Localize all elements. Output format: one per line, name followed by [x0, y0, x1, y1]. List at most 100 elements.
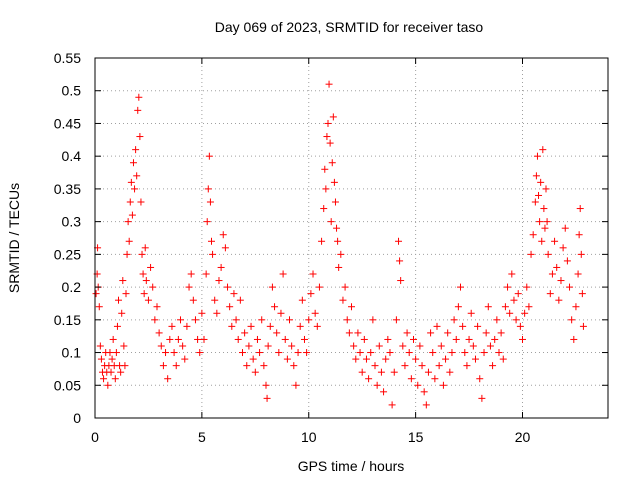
data-point: [271, 303, 279, 311]
data-point: [461, 349, 469, 357]
data-point: [213, 309, 221, 317]
data-point: [127, 178, 135, 186]
data-point: [119, 277, 127, 285]
y-tick-label: 0.2: [62, 279, 82, 295]
data-point: [187, 270, 195, 278]
data-point: [207, 237, 215, 245]
data-point: [512, 316, 520, 324]
data-point: [232, 316, 240, 324]
data-point: [358, 368, 366, 376]
data-point: [121, 362, 129, 370]
data-point: [92, 290, 100, 298]
data-point: [360, 335, 368, 343]
data-point: [537, 178, 545, 186]
data-point: [501, 303, 509, 311]
data-point: [281, 335, 289, 343]
data-point: [442, 355, 450, 363]
data-point: [128, 211, 136, 219]
data-point: [572, 303, 580, 311]
data-point: [120, 342, 128, 350]
data-point: [260, 362, 268, 370]
data-point: [95, 303, 103, 311]
data-point: [326, 139, 334, 147]
data-point: [563, 257, 571, 265]
data-point: [553, 263, 561, 271]
data-point: [100, 375, 108, 383]
data-point: [106, 349, 114, 357]
data-point: [311, 309, 319, 317]
data-point: [450, 316, 458, 324]
data-point: [325, 80, 333, 88]
data-point: [118, 309, 126, 317]
data-point: [266, 322, 274, 330]
data-point: [499, 355, 507, 363]
data-point: [294, 349, 302, 357]
data-point: [205, 152, 213, 160]
plot-frame: [94, 57, 609, 419]
data-point: [268, 283, 276, 291]
data-point: [519, 335, 526, 343]
data-point: [108, 355, 116, 363]
data-point: [109, 335, 117, 343]
data-point: [112, 349, 120, 357]
data-point: [559, 244, 567, 252]
data-point: [286, 316, 294, 324]
data-point: [189, 296, 197, 304]
data-point: [375, 342, 383, 350]
data-point: [535, 191, 543, 199]
data-point: [495, 349, 503, 357]
data-point: [234, 335, 242, 343]
data-point: [469, 342, 477, 350]
y-tick-label: 0.25: [54, 246, 81, 262]
data-point: [245, 342, 253, 350]
data-point: [533, 152, 541, 160]
data-point: [341, 283, 349, 291]
data-point: [546, 290, 554, 298]
y-tick-label: 0.1: [62, 345, 82, 361]
data-point: [300, 335, 308, 343]
x-tick-label: 20: [515, 429, 531, 445]
data-point: [305, 316, 313, 324]
data-point: [548, 270, 556, 278]
data-point: [264, 342, 272, 350]
data-point: [484, 303, 492, 311]
data-point: [151, 316, 159, 324]
data-point: [557, 277, 565, 285]
data-point: [330, 178, 338, 186]
data-point: [140, 290, 148, 298]
data-point: [529, 231, 537, 239]
data-point: [399, 342, 407, 350]
data-point: [323, 133, 331, 141]
data-point: [279, 270, 287, 278]
data-point: [221, 244, 229, 252]
data-point: [194, 335, 202, 343]
data-point: [578, 290, 586, 298]
y-tick-label: 0: [73, 410, 81, 426]
data-point: [290, 362, 298, 370]
data-point: [200, 335, 208, 343]
data-point: [253, 335, 261, 343]
data-point: [247, 322, 255, 330]
data-point: [390, 368, 398, 376]
data-point: [137, 198, 145, 206]
data-point: [433, 322, 441, 330]
data-point: [420, 388, 428, 396]
data-point: [123, 250, 131, 258]
data-point: [463, 362, 471, 370]
data-point: [144, 296, 152, 304]
data-point: [273, 329, 281, 337]
chart-title: Day 069 of 2023, SRMTID for receiver tas…: [215, 19, 484, 35]
data-point: [514, 290, 522, 298]
data-point: [142, 277, 150, 285]
data-point: [516, 322, 524, 330]
data-point: [113, 322, 121, 330]
data-point: [541, 224, 549, 232]
data-point: [525, 303, 533, 311]
data-point: [258, 316, 266, 324]
grid-lines: [95, 58, 608, 418]
data-point: [228, 322, 236, 330]
data-point: [183, 322, 191, 330]
data-point: [493, 316, 501, 324]
data-point: [196, 349, 204, 357]
data-point: [575, 231, 583, 239]
